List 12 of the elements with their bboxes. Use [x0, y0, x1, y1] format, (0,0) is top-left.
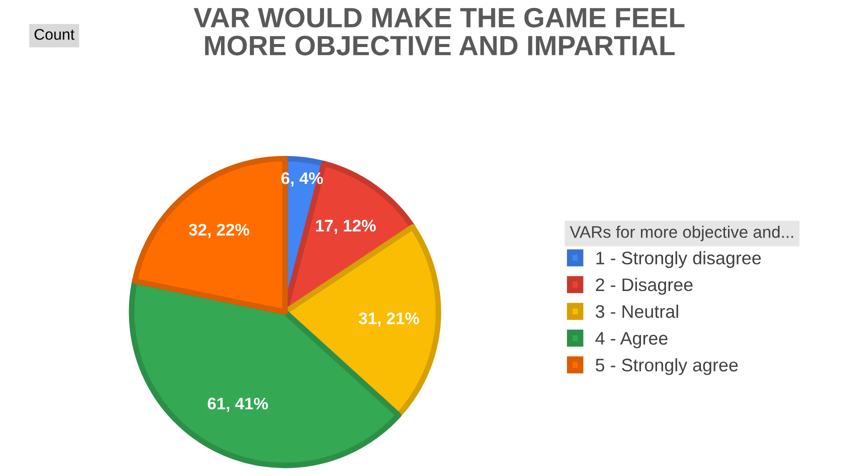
legend-label: 2 - Disagree — [596, 278, 693, 295]
data-label: 31, 21% — [358, 312, 420, 327]
data-label: 32, 22% — [188, 224, 250, 238]
data-label: 17, 12% — [316, 220, 376, 234]
text: Count — [34, 28, 74, 40]
legend-label: 3 - Neutral — [596, 304, 678, 318]
data-label: 61, 41% — [208, 398, 268, 412]
legend-label: 4 - Agree — [595, 332, 668, 348]
legend-label: 1 - Strongly disagree — [596, 251, 761, 268]
chart-title: VAR WOULD MAKE THE GAME FEEL MORE OBJECTIVE AND IMPARTIAL — [194, 8, 684, 56]
legend-title: VARs for more objective and... — [570, 226, 793, 242]
legend-label: 5 - Strongly agree — [596, 358, 738, 376]
